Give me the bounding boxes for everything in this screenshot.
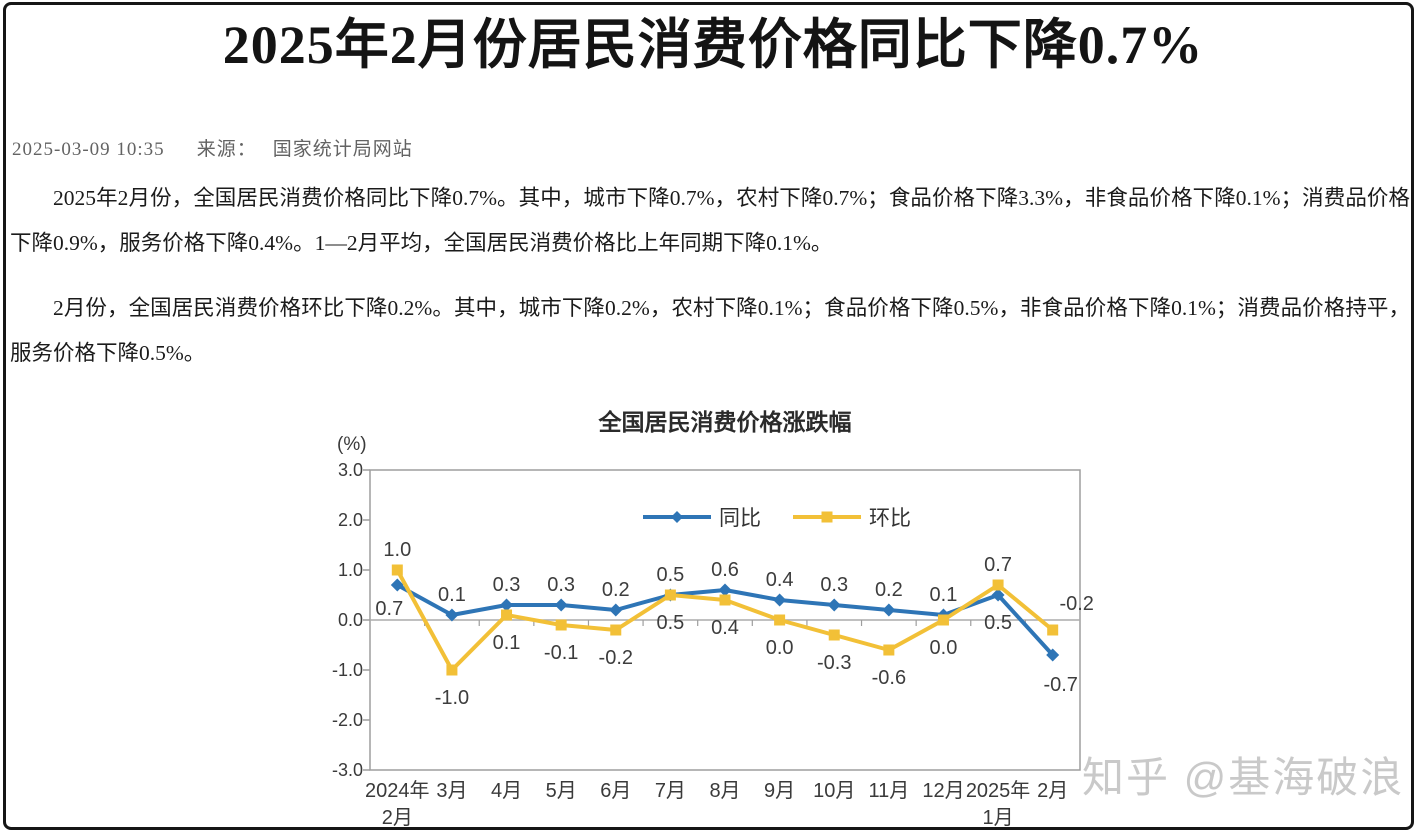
data-label: 0.7 — [375, 598, 403, 620]
y-axis-tick-label: 2.0 — [338, 510, 363, 530]
diamond-marker — [609, 603, 623, 617]
chart-legend: 同比 环比 — [643, 507, 911, 530]
square-marker — [501, 609, 513, 621]
data-label: -0.1 — [544, 642, 578, 664]
data-label: 0.3 — [820, 574, 848, 596]
x-axis-category-label: 1月 — [983, 807, 1014, 829]
y-axis: 3.0 2.0 1.0 0.0 -1.0 -2.0 -3.0 — [332, 460, 370, 780]
x-axis-category-label: 10月 — [813, 780, 855, 802]
square-marker — [774, 614, 786, 626]
data-label: 0.3 — [493, 574, 521, 596]
x-axis-category-label: 2025年 — [966, 779, 1031, 802]
x-axis-labels: 2024年 2月 3月 4月 5月 6月 7月 8月 9月 10月 11月 12月 2025年 1月 2月 — [365, 779, 1068, 829]
square-marker — [391, 564, 403, 576]
paragraph-mom-summary: 2月份，全国居民消费价格环比下降0.2%。其中，城市下降0.2%，农村下降0.1… — [10, 296, 1410, 365]
diamond-marker — [827, 598, 841, 612]
data-label: 0.7 — [984, 554, 1012, 576]
x-axis-category-label: 4月 — [491, 780, 522, 802]
diamond-marker — [500, 598, 514, 612]
square-marker — [664, 589, 676, 601]
source-label: 来源： — [196, 139, 257, 160]
square-marker — [828, 629, 840, 641]
legend-diamond-marker — [671, 511, 683, 523]
y-axis-tick-label: -3.0 — [332, 760, 363, 780]
y-axis-tick-label: 3.0 — [338, 460, 363, 480]
paragraph-yoy-summary: 2025年2月份，全国居民消费价格同比下降0.7%。其中，城市下降0.7%，农村… — [10, 186, 1410, 255]
data-label: 0.5 — [656, 612, 684, 634]
x-axis-category-label: 2024年 — [365, 779, 430, 802]
x-axis-category-label: 7月 — [655, 780, 686, 802]
x-axis-category-label: 12月 — [922, 780, 964, 802]
data-label: 0.5 — [984, 612, 1012, 634]
y-axis-tick-label: -2.0 — [332, 710, 363, 730]
x-axis-category-label: 3月 — [436, 780, 467, 802]
data-label: 0.2 — [602, 579, 630, 601]
x-axis-category-label: 11月 — [868, 780, 909, 802]
diamond-marker — [882, 603, 896, 617]
diamond-marker — [991, 588, 1005, 602]
x-axis-category-label: 8月 — [709, 780, 740, 802]
data-label: -0.3 — [817, 652, 851, 674]
data-label: 0.3 — [547, 574, 575, 596]
x-axis-category-label: 5月 — [546, 780, 577, 802]
square-marker — [446, 664, 458, 676]
data-label: -0.6 — [872, 667, 906, 689]
data-label: 0.6 — [711, 559, 739, 581]
watermark: 知乎 @基海破浪 — [1082, 754, 1405, 801]
y-axis-tick-label: -1.0 — [332, 660, 363, 680]
square-marker — [1047, 624, 1059, 636]
diamond-marker — [718, 583, 732, 597]
legend-label: 环比 — [869, 507, 911, 530]
data-label: 0.1 — [438, 584, 466, 606]
diamond-marker — [554, 598, 568, 612]
data-label: 1.0 — [383, 539, 411, 561]
data-label: 0.1 — [930, 584, 958, 606]
article-meta: 2025-03-09 10:35 来源： 国家统计局网站 — [12, 134, 413, 161]
y-axis-tick-label: 1.0 — [338, 560, 363, 580]
square-marker — [719, 594, 731, 606]
data-label: 0.0 — [930, 637, 958, 659]
x-axis-category-label: 2月 — [1037, 780, 1068, 802]
y-axis-tick-label: 0.0 — [338, 610, 363, 630]
data-label: 0.0 — [766, 637, 794, 659]
square-marker — [883, 644, 895, 656]
diamond-marker — [390, 578, 404, 592]
legend-label: 同比 — [719, 507, 761, 530]
diamond-marker — [1046, 648, 1060, 662]
chart-unit-label: (%) — [337, 434, 367, 455]
data-label: -0.2 — [1059, 593, 1093, 615]
square-marker — [937, 614, 949, 626]
chart-title: 全国居民消费价格涨跌幅 — [598, 409, 852, 435]
data-label: 0.1 — [493, 632, 521, 654]
diamond-marker — [445, 608, 459, 622]
cpi-line-chart: 全国居民消费价格涨跌幅 (%) 3.0 2.0 1.0 0.0 -1.0 -2.0 -3.0 0.… — [325, 396, 1125, 836]
data-label: -0.2 — [599, 647, 633, 669]
data-label: -0.7 — [1043, 674, 1077, 696]
data-label: 0.2 — [875, 579, 903, 601]
data-label: 0.4 — [766, 569, 794, 591]
mom-series: 1.0 -1.0 0.1 -0.1 -0.2 0.5 0.4 0.0 -0.3 -0.6 0.0 0.… — [383, 539, 1094, 709]
square-marker — [555, 619, 567, 631]
publish-datetime: 2025-03-09 10:35 — [12, 139, 165, 160]
data-label: 0.5 — [656, 564, 684, 586]
article-body: 2025年2月份，全国居民消费价格同比下降0.7%。其中，城市下降0.7%，农村… — [10, 176, 1410, 396]
square-marker — [610, 624, 622, 636]
x-axis-category-label: 6月 — [600, 780, 631, 802]
x-axis-category-label: 9月 — [764, 780, 795, 802]
legend-square-marker — [821, 511, 833, 523]
x-axis-category-label: 2月 — [382, 807, 413, 829]
data-label: -1.0 — [435, 687, 469, 709]
source-name: 国家统计局网站 — [272, 139, 413, 160]
diamond-marker — [773, 593, 787, 607]
data-label: 0.4 — [711, 617, 739, 639]
square-marker — [992, 579, 1004, 591]
article-title: 2025年2月份居民消费价格同比下降0.7% — [222, 15, 1204, 75]
